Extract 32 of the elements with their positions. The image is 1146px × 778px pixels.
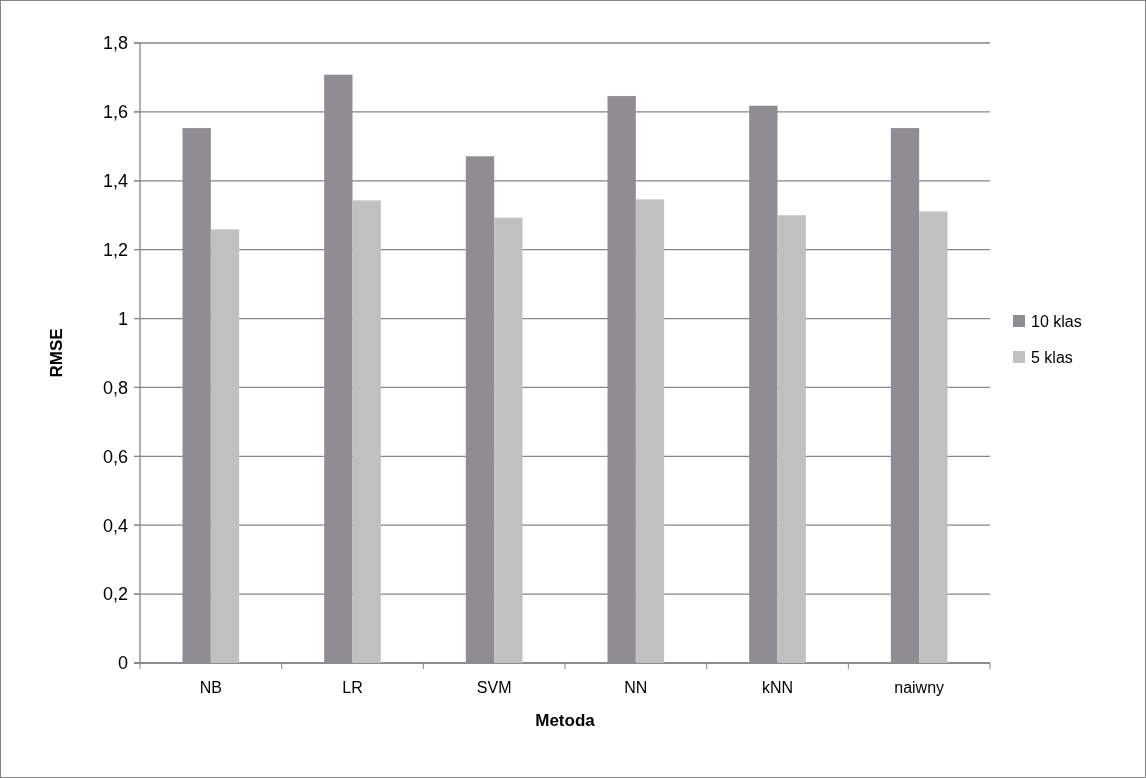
y-tick-label: 1 [117, 308, 128, 329]
legend-label: 5 klas [1031, 348, 1073, 366]
x-tick-label: SVM [476, 679, 512, 696]
y-tick-label: 0 [117, 653, 128, 674]
bar [749, 105, 778, 663]
x-tick-label: kNN [761, 679, 794, 696]
bar [635, 199, 665, 663]
y-tick-label: 1,4 [102, 171, 128, 192]
y-tick-label: 0,2 [102, 584, 128, 605]
bar [324, 74, 353, 663]
bar [890, 128, 920, 663]
bar [182, 128, 211, 663]
bar [494, 217, 523, 663]
bar [777, 215, 806, 663]
bar [465, 156, 495, 663]
x-tick-label: LR [342, 679, 363, 696]
bar [919, 211, 948, 663]
y-tick-label: 1,8 [102, 33, 128, 54]
bar [352, 200, 381, 663]
x-tick-label: NB [199, 679, 222, 696]
y-tick-label: 1,6 [102, 102, 128, 123]
y-tick-label: 1,2 [102, 239, 128, 260]
y-axis-title: RMSE [47, 328, 66, 378]
x-tick-label: naiwny [894, 679, 945, 696]
x-axis-title: Metoda [535, 711, 596, 730]
y-tick-label: 0,6 [102, 446, 128, 467]
bar [210, 229, 240, 663]
y-tick-label: 0,4 [102, 515, 128, 536]
bar [607, 96, 636, 663]
y-tick-label: 0,8 [102, 377, 128, 398]
x-tick-label: NN [624, 679, 648, 696]
legend-label: 10 klas [1031, 312, 1082, 330]
